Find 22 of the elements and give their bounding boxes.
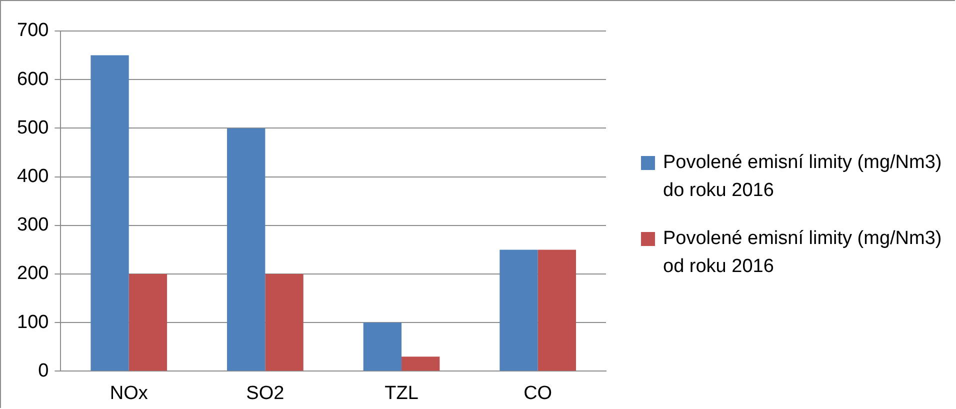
- y-tick-label: 100: [17, 312, 49, 333]
- y-tick-label: 400: [17, 166, 49, 188]
- y-tick-label: 300: [17, 214, 49, 236]
- bar: [90, 55, 129, 371]
- x-tick-label: CO: [524, 382, 552, 404]
- bar: [538, 250, 576, 371]
- y-tick-label: 600: [17, 68, 49, 90]
- bar: [227, 128, 266, 371]
- bar: [128, 274, 168, 371]
- bar: [500, 250, 538, 371]
- x-tick-label: SO2: [246, 382, 284, 404]
- legend-label: Povolené emisní limity (mg/Nm3) do roku 2016: [663, 151, 943, 203]
- bar: [363, 322, 402, 371]
- bar: [402, 356, 440, 371]
- y-tick-label: 500: [17, 117, 49, 138]
- y-tick-label: 700: [17, 20, 49, 42]
- x-tick-label: TZL: [384, 382, 418, 404]
- legend-label: Povolené emisní limity (mg/Nm3) od roku 2016: [663, 227, 943, 279]
- y-tick-label: 0: [38, 360, 49, 382]
- y-tick-label: 200: [17, 263, 49, 284]
- bar: [265, 274, 304, 371]
- x-tick-label: NOx: [110, 382, 148, 404]
